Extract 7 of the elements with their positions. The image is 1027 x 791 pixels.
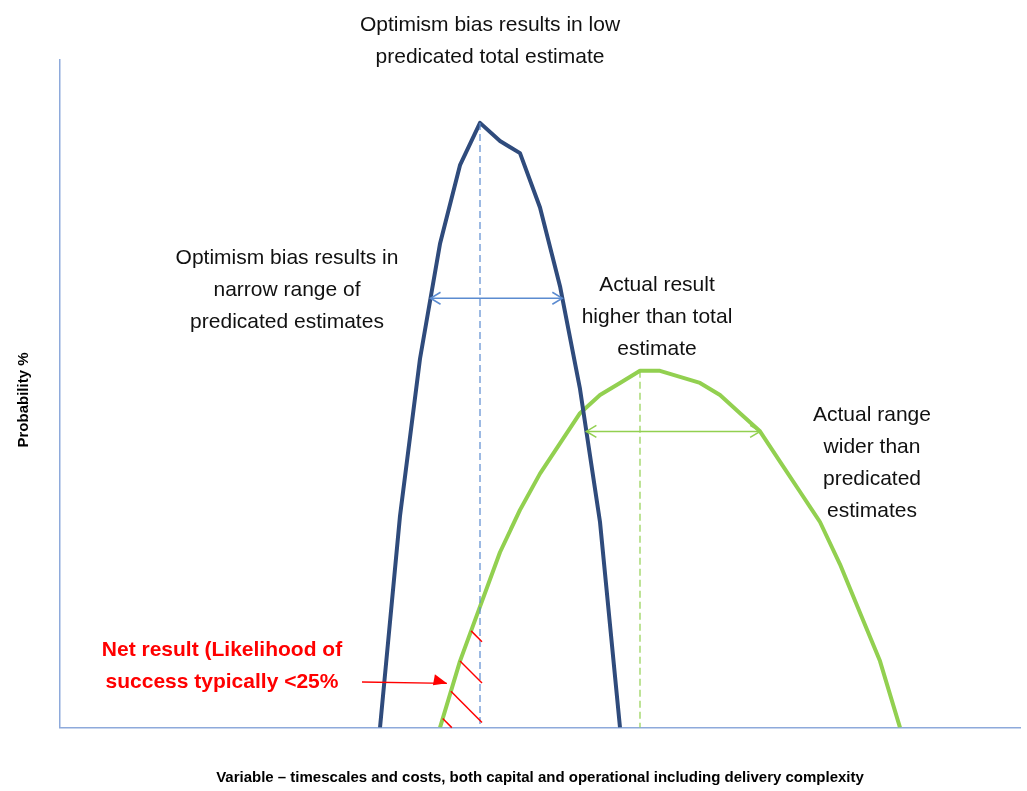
text: Optimism bias results in low predicated total estimate bbox=[358, 11, 622, 69]
annotation: Net result (Likelihood of success typically <25% bbox=[100, 636, 344, 694]
annotation: Optimism bias results in narrow range of predicated estimates bbox=[174, 244, 400, 334]
annotation: Actual range wider than predicated estimates bbox=[812, 401, 932, 523]
annotation: Actual result higher than total estimate bbox=[580, 271, 734, 361]
y-axis-title: Probability % bbox=[13, 352, 31, 448]
x-axis-title: Variable – timescales and costs, both capital and operational including delivery complexity bbox=[215, 768, 865, 785]
